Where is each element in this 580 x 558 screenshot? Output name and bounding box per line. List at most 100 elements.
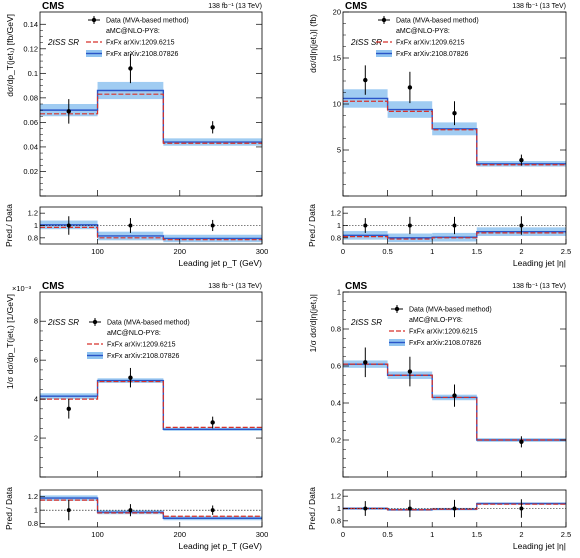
ratio-y-label: Pred./ Data bbox=[307, 204, 317, 247]
ratio-fxfx-line bbox=[40, 497, 262, 519]
y-tick-label: 5 bbox=[337, 146, 341, 155]
data-point bbox=[128, 375, 133, 380]
data-point bbox=[66, 406, 71, 412]
ratio-y-label: Pred./ Data bbox=[4, 204, 14, 247]
x-axis-label: Leading jet p_T (GeV) bbox=[179, 541, 263, 551]
y-axis-label: 1/σ dσ/d|η(jet₁)| bbox=[308, 294, 318, 352]
x-tick-label: 2 bbox=[519, 247, 523, 256]
data-point bbox=[407, 85, 413, 90]
region-label: 2ℓSS SR bbox=[47, 38, 79, 47]
x-tick-label: 200 bbox=[174, 530, 187, 539]
legend-data-label: Data (MVA-based method) bbox=[107, 320, 190, 327]
ratio-y-tick-label: 1.2 bbox=[331, 492, 341, 501]
x-tick-label: 0.5 bbox=[382, 247, 392, 256]
legend-fxfx1-label: FxFx arXiv:1209.6215 bbox=[107, 342, 176, 349]
ratio-y-tick-label: 1 bbox=[34, 221, 38, 230]
fxfx-2108-line bbox=[40, 379, 262, 430]
ratio-y-tick-label: 1.2 bbox=[28, 492, 38, 501]
panel-bottom-right: 0.2 0.4 0.6 0.8 1 1/σ dσ/d|η(jet₁)| CMS 138 fb⁻… bbox=[307, 281, 571, 551]
main-frame bbox=[39, 291, 263, 478]
panel-bottom-left: 2 4 6 8 1/σ dσ/dp_T(jet₁) [1/GeV]×10⁻³ CMS 138… bbox=[4, 281, 268, 551]
y-tick-label: 0.04 bbox=[23, 142, 38, 151]
legend-fxfx2-label: FxFx arXiv:2108.07826 bbox=[106, 51, 178, 58]
data-point bbox=[210, 125, 215, 130]
ratio-point bbox=[363, 223, 368, 228]
region-label: 2ℓSS SR bbox=[350, 318, 382, 327]
amcnlo-line bbox=[40, 93, 262, 144]
ratio-point bbox=[363, 506, 368, 511]
y-tick-label: 0.06 bbox=[23, 118, 38, 127]
ratio-y-tick-label: 1.2 bbox=[28, 209, 38, 218]
ratio-y-tick-label: 1 bbox=[337, 221, 341, 230]
ratio-point bbox=[128, 223, 133, 228]
x-tick-label: 1.5 bbox=[472, 247, 482, 256]
data-point bbox=[363, 360, 368, 365]
y-tick-label: 0.4 bbox=[331, 399, 341, 408]
x-tick-label: 1 bbox=[430, 247, 434, 256]
legend-amcnlo-label: aMC@NLO-PY8: bbox=[409, 317, 463, 324]
x-tick-label: 0 bbox=[341, 247, 345, 256]
x-tick-label: 100 bbox=[91, 247, 104, 256]
ratio-point bbox=[210, 508, 215, 513]
ratio-point bbox=[66, 223, 71, 228]
y-tick-label: 6 bbox=[34, 356, 38, 365]
data-point bbox=[452, 111, 457, 116]
ratio-point bbox=[452, 506, 457, 511]
ratio-y-tick-label: 1 bbox=[34, 506, 38, 515]
ratio-y-tick-label: 0.8 bbox=[28, 519, 38, 528]
ratio-fxfx-line bbox=[40, 224, 262, 240]
legend-data-label: Data (MVA-based method) bbox=[409, 307, 492, 314]
ratio-point bbox=[128, 508, 133, 513]
ratio-point bbox=[519, 223, 524, 228]
x-axis-label: Leading jet p_T (GeV) bbox=[179, 258, 263, 268]
x-tick-label: 300 bbox=[256, 247, 269, 256]
legend-fxfx2-label: FxFx arXiv:2108.07826 bbox=[396, 51, 468, 58]
ratio-y-label: Pred./ Data bbox=[307, 487, 317, 530]
legend-amcnlo-label: aMC@NLO-PY8: bbox=[107, 330, 161, 337]
y-tick-label: 0.1 bbox=[28, 69, 38, 78]
y-tick-label: 0.08 bbox=[23, 93, 38, 102]
y-tick-label: 2 bbox=[34, 434, 38, 443]
data-point bbox=[363, 77, 368, 83]
legend-fxfx1-label: FxFx arXiv:1209.6215 bbox=[409, 329, 478, 336]
x-tick-label: 300 bbox=[256, 530, 269, 539]
legend-data-label: Data (MVA-based method) bbox=[106, 18, 189, 25]
y-tick-label: 0.2 bbox=[331, 436, 341, 445]
ratio-point bbox=[210, 223, 215, 228]
data-point bbox=[519, 439, 524, 445]
x-tick-label: 1 bbox=[430, 530, 434, 539]
x-tick-label: 2 bbox=[519, 530, 523, 539]
data-point bbox=[210, 420, 215, 425]
ratio-point bbox=[452, 223, 457, 228]
cms-label: CMS bbox=[345, 281, 368, 292]
x-axis-label: Leading jet |η| bbox=[513, 541, 566, 551]
ratio-point bbox=[407, 223, 412, 228]
legend-amcnlo-label: aMC@NLO-PY8: bbox=[396, 28, 450, 35]
lumi-label: 138 fb⁻¹ (13 TeV) bbox=[512, 3, 566, 10]
y-tick-label: 0.6 bbox=[331, 362, 341, 371]
legend-data-marker bbox=[381, 17, 387, 23]
lumi-label: 138 fb⁻¹ (13 TeV) bbox=[208, 283, 262, 290]
legend-fxfx2-label: FxFx arXiv:2108.07826 bbox=[409, 340, 481, 347]
amcnlo-line bbox=[40, 380, 262, 428]
x-tick-label: 2.5 bbox=[561, 247, 571, 256]
data-point bbox=[128, 66, 133, 71]
y-tick-label: 0.8 bbox=[331, 325, 341, 334]
data-point bbox=[66, 109, 71, 114]
region-label: 2ℓSS SR bbox=[47, 318, 79, 327]
fxfx-2108-line bbox=[40, 89, 262, 143]
y-tick-label: 8 bbox=[34, 317, 38, 326]
amcnlo-line bbox=[343, 363, 566, 441]
y-axis-label: 1/σ dσ/dp_T(jet₁) [1/GeV] bbox=[5, 294, 15, 389]
legend-data-marker bbox=[394, 306, 400, 312]
legend-data-label: Data (MVA-based method) bbox=[396, 18, 479, 25]
cms-label: CMS bbox=[42, 281, 65, 292]
cms-label: CMS bbox=[42, 1, 65, 12]
legend-fxfx1-label: FxFx arXiv:1209.6215 bbox=[396, 40, 465, 47]
ratio-amcnlo-line bbox=[343, 232, 566, 240]
x-tick-label: 2.5 bbox=[561, 530, 571, 539]
x-tick-label: 1.5 bbox=[472, 530, 482, 539]
ratio-y-tick-label: 0.8 bbox=[28, 233, 38, 242]
